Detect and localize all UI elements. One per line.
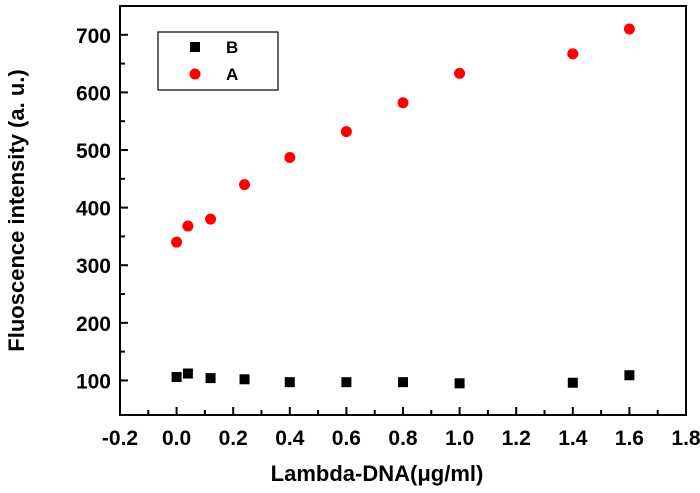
y-tick-label: 100	[76, 370, 111, 393]
y-tick-label: 500	[76, 140, 111, 163]
legend-marker-b	[190, 42, 200, 52]
x-tick-label: 0.0	[162, 427, 191, 450]
y-tick-label: 200	[76, 313, 111, 336]
plot-frame	[119, 5, 687, 416]
x-axis-tick-labels: -0.2 0.0 0.2 0.4 0.6 0.8 1.0 1.2 1.4 1.6 1.8	[102, 427, 700, 450]
x-tick-label: 0.8	[388, 427, 418, 450]
x-axis-title: Lambda-DNA(μg/ml)	[271, 461, 484, 486]
series-b-point	[341, 377, 352, 388]
y-tick-label: 600	[76, 82, 111, 105]
series-b-point	[205, 373, 216, 384]
series-b-point	[567, 377, 578, 388]
x-tick-label: 0.4	[275, 427, 305, 450]
series-a-point	[454, 67, 466, 79]
x-tick-label: 0.6	[332, 427, 361, 450]
y-axis-ticks	[120, 33, 128, 382]
series-a-point	[205, 213, 217, 225]
series-a-point	[171, 236, 183, 248]
series-b-point	[284, 377, 295, 388]
x-tick-label: 1.2	[502, 427, 531, 450]
series-a-point	[567, 48, 579, 60]
data-points	[171, 23, 635, 389]
series-b-point	[398, 377, 408, 388]
x-axis-ticks	[119, 407, 687, 415]
series-b-point	[454, 378, 465, 389]
series-a-point	[284, 152, 296, 164]
series-a-point	[239, 179, 251, 191]
series-a-point	[397, 97, 409, 109]
legend-box	[157, 31, 279, 91]
legend-marker-a	[189, 68, 201, 80]
series-a-point	[340, 126, 352, 138]
series-b-point	[239, 374, 250, 385]
y-axis-tick-labels: 100 200 300 400 500 600 700	[76, 25, 111, 394]
y-axis-title: Fluoscence intensity (a. u.)	[4, 69, 29, 351]
legend-label-a: A	[226, 65, 238, 84]
x-tick-label: 1.8	[671, 427, 700, 450]
y-tick-label: 300	[76, 255, 111, 278]
legend: BA	[157, 31, 279, 91]
x-tick-label: 0.2	[219, 427, 248, 450]
x-tick-label: 1.4	[558, 427, 588, 450]
series-b-point	[624, 370, 635, 381]
series-a-point	[182, 220, 194, 232]
y-tick-label: 400	[76, 198, 111, 221]
series-b-point	[182, 368, 193, 379]
x-tick-label: -0.2	[102, 427, 138, 450]
x-tick-label: 1.0	[445, 427, 474, 450]
series-b-point	[171, 371, 182, 382]
x-tick-label: 1.6	[615, 427, 644, 450]
legend-label-b: B	[226, 38, 238, 57]
y-tick-label: 700	[76, 25, 111, 48]
series-a-point	[623, 23, 635, 35]
